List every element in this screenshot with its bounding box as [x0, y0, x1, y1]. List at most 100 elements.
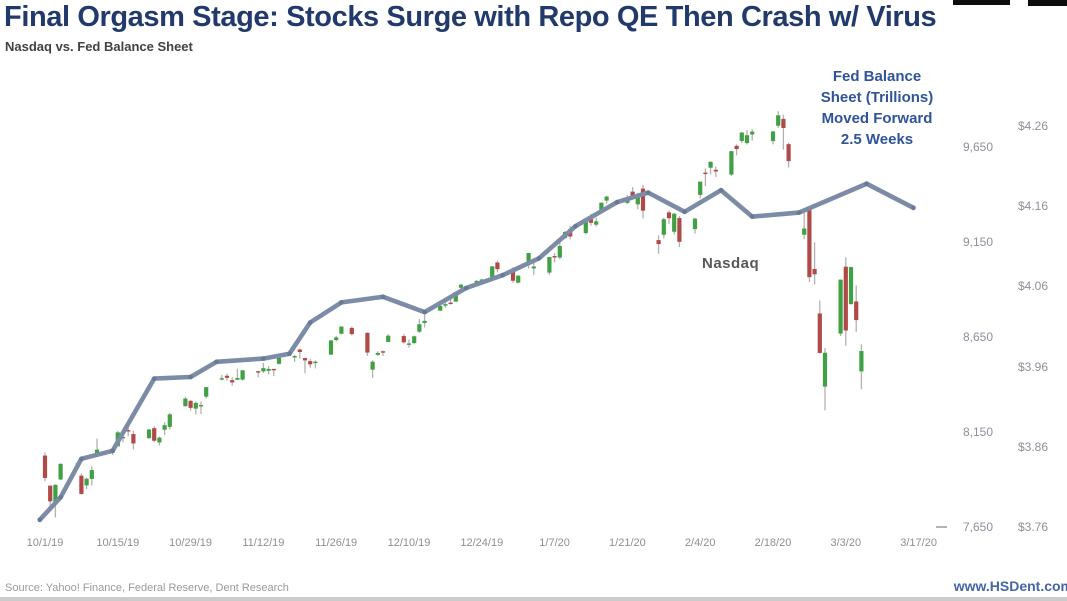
candle-body	[302, 358, 308, 361]
candle-body	[510, 270, 516, 281]
nasdaq-axis-label: 8,650	[962, 330, 993, 344]
candle-body	[48, 485, 53, 502]
candle-body	[822, 352, 828, 387]
candle-body	[547, 257, 552, 273]
candle-body	[240, 370, 245, 380]
candle-body	[266, 368, 271, 371]
candle-body	[666, 212, 672, 219]
fed-line-node	[463, 285, 469, 291]
fed-line-node	[718, 187, 724, 193]
nasdaq-axis-label: 7,650	[962, 520, 993, 534]
candle-body	[84, 478, 89, 486]
fed-axis-label: $3.86	[1017, 439, 1048, 454]
candle-body	[120, 436, 126, 439]
candle-body	[526, 253, 531, 264]
candle-body	[443, 304, 448, 306]
candle-body	[848, 267, 854, 305]
fed-line-node	[287, 351, 292, 357]
candle-body	[781, 118, 786, 128]
fed-line-node	[536, 255, 542, 261]
candle-body	[698, 181, 703, 195]
candle-body	[375, 352, 380, 355]
candle-body	[417, 324, 422, 332]
candle-body	[739, 132, 744, 141]
candle-body	[692, 218, 698, 230]
fed-line-node	[422, 309, 427, 315]
candle-body	[557, 245, 562, 258]
fed-line-node	[261, 356, 266, 361]
candle-body	[219, 378, 224, 380]
fed-line-node	[573, 223, 578, 229]
x-axis-label: 12/24/19	[460, 537, 504, 549]
candle-body	[386, 335, 391, 342]
fed-line-node	[911, 205, 916, 211]
candle-body	[474, 280, 479, 283]
fed-axis-label: $4.26	[1017, 119, 1048, 133]
candle-body	[713, 169, 718, 172]
nasdaq-axis-label: 8,150	[962, 425, 993, 439]
candle-body	[328, 340, 334, 355]
candle-body	[703, 172, 708, 175]
candle-body	[204, 387, 209, 397]
candle-body	[365, 332, 370, 353]
candle-body	[297, 349, 302, 353]
fed-line-node	[58, 494, 63, 500]
candle-body	[838, 279, 843, 334]
x-axis-label: 2/18/20	[754, 537, 792, 549]
candle-body	[152, 428, 157, 441]
candle-body	[230, 380, 235, 383]
fed-line-node	[151, 376, 157, 381]
candle-body	[588, 219, 594, 223]
candle-body	[734, 145, 739, 150]
candle-body	[79, 475, 84, 494]
candle-body	[776, 115, 781, 126]
candle-body	[552, 256, 557, 258]
nasdaq-axis-label: 9,150	[962, 235, 993, 249]
fed-line-node	[79, 456, 84, 462]
candle-body	[224, 375, 230, 378]
candle-body	[126, 430, 131, 432]
candle-body	[256, 371, 261, 373]
candle-body	[313, 361, 318, 364]
fed-line-node	[645, 190, 651, 196]
candle-body	[53, 484, 58, 502]
candle-body	[677, 218, 682, 242]
fed-axis-label: $4.16	[1017, 199, 1048, 214]
fed-line-node	[37, 517, 43, 523]
video-artifact-bar	[1028, 0, 1067, 6]
fed-axis-label: $3.76	[1017, 520, 1048, 534]
x-axis-label: 10/29/19	[169, 537, 212, 549]
candle-body	[438, 305, 443, 311]
candle-body	[817, 313, 822, 353]
candle-body	[406, 343, 412, 345]
fed-line-node	[614, 199, 620, 205]
candle-body	[594, 221, 599, 225]
chart-subtitle: Nasdaq vs. Fed Balance Sheet	[5, 39, 193, 54]
page-title: Final Orgasm Stage: Stocks Surge with Re…	[4, 1, 937, 33]
candle-body	[162, 425, 167, 430]
candle-body	[193, 402, 198, 409]
candle-body	[308, 361, 313, 365]
candle-body	[422, 320, 427, 323]
candle-body	[157, 437, 162, 443]
candle-body	[625, 200, 630, 203]
candle-body	[495, 262, 500, 270]
source-credit: Source: Yahoo! Finance, Federal Reserve,…	[5, 582, 289, 594]
x-axis-label: 11/26/19	[315, 537, 358, 549]
video-artifact-bar	[953, 0, 1010, 5]
candle-body	[516, 275, 521, 283]
fed-line-node	[380, 294, 386, 300]
nasdaq-series-label: Nasdaq	[702, 255, 760, 272]
x-axis-label: 2/4/20	[684, 537, 716, 549]
candle-body	[802, 228, 807, 235]
candle-body	[370, 361, 375, 370]
candle-body	[349, 327, 354, 335]
candle-body	[708, 161, 713, 168]
candle-body	[599, 202, 604, 212]
candle-body	[412, 336, 417, 344]
axis-tick-dash	[936, 526, 947, 528]
fed-line-node	[307, 320, 313, 325]
fed-axis-label: $3.96	[1017, 359, 1048, 374]
fed-axis-label: $4.06	[1017, 279, 1048, 294]
